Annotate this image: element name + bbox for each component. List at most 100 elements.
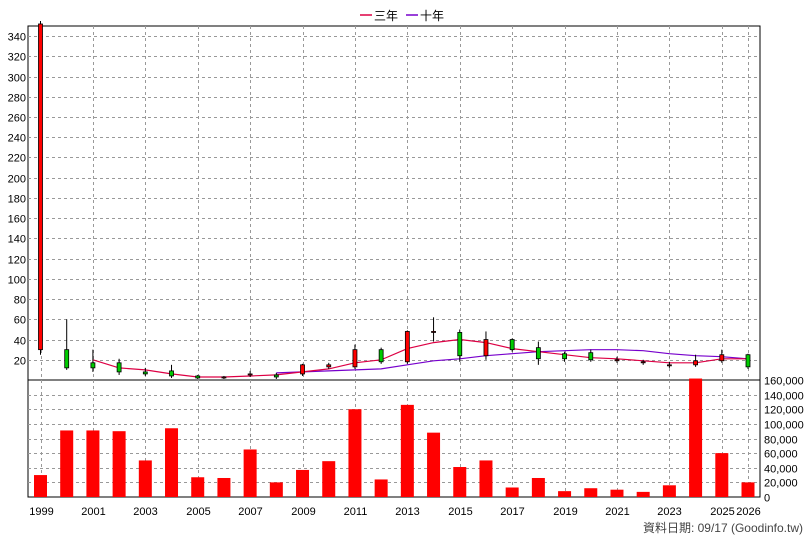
price-tick-label: 100 <box>8 275 26 287</box>
ma-3yr-line <box>92 338 748 378</box>
candle-body <box>90 362 96 369</box>
price-tick-label: 240 <box>8 133 26 145</box>
candle-body <box>169 370 174 377</box>
candle-body <box>195 375 201 379</box>
candle-body <box>457 332 463 357</box>
candle-body <box>273 374 279 378</box>
x-axis: 1999 2001 2003 2005 2007 2009 2011 2013 2015 2017… <box>29 506 760 518</box>
price-tick-label: 200 <box>8 174 26 186</box>
x-tick-label: 2019 <box>553 506 577 518</box>
x-tick-label: 2025 <box>710 506 734 518</box>
volume-bar <box>400 404 414 497</box>
volume-bar <box>86 430 100 497</box>
price-tick-label: 280 <box>8 93 26 105</box>
volume-bar <box>165 428 179 497</box>
volume-bar <box>34 475 47 497</box>
volume-bar <box>217 477 231 497</box>
volume-bars <box>34 378 755 497</box>
volume-bar <box>689 378 703 497</box>
candle-body <box>509 339 515 351</box>
x-tick-label: 2023 <box>657 506 681 518</box>
candle-body <box>588 352 594 361</box>
volume-grid <box>27 379 761 498</box>
x-tick-label: 2007 <box>238 506 262 518</box>
candle-body <box>221 376 227 379</box>
candle-body <box>745 354 751 368</box>
candle-body <box>352 349 358 368</box>
volume-tick-label: 140,000 <box>764 391 804 403</box>
x-tick-label: 2013 <box>395 506 419 518</box>
candle-body <box>326 364 332 368</box>
volume-bar <box>243 449 257 497</box>
volume-bar <box>453 467 467 497</box>
candle-body <box>300 364 305 375</box>
price-tick-label: 120 <box>8 255 26 267</box>
candle-body <box>431 331 436 333</box>
volume-bar <box>112 431 126 497</box>
volume-tick-label: 0 <box>764 493 770 505</box>
candle-body <box>535 347 541 360</box>
candle-body <box>614 359 620 362</box>
candle-body <box>38 23 43 351</box>
volume-tick-label: 20,000 <box>764 478 798 490</box>
volume-bar <box>138 460 152 497</box>
candle-body <box>483 339 489 357</box>
volume-bar <box>191 477 205 497</box>
volume-tick-label: 60,000 <box>764 449 798 461</box>
volume-bar <box>269 482 283 497</box>
price-tick-label: 260 <box>8 113 26 125</box>
volume-bar <box>715 453 729 497</box>
volume-tick-label: 40,000 <box>764 464 798 476</box>
volume-bar <box>374 479 388 497</box>
price-tick-label: 300 <box>8 73 26 85</box>
volume-bar <box>505 487 519 497</box>
price-tick-label: 220 <box>8 153 26 165</box>
candle-body <box>640 361 646 364</box>
source-date-label: 資料日期: 09/17 (Goodinfo.tw) <box>643 521 803 535</box>
candle-body <box>116 362 122 373</box>
price-tick-label: 80 <box>14 295 26 307</box>
candle-body <box>719 354 725 362</box>
x-tick-label: 2001 <box>81 506 105 518</box>
volume-tick-label: 120,000 <box>764 405 804 417</box>
x-tick-label: 2003 <box>133 506 157 518</box>
candle-body <box>562 353 567 360</box>
price-tick-label: 180 <box>8 194 26 206</box>
x-tick-label: 2011 <box>344 506 368 518</box>
candle-body <box>247 373 253 376</box>
volume-tick-label: 100,000 <box>764 420 804 432</box>
x-tick-label: 2026 <box>736 506 760 518</box>
volume-bar <box>662 485 676 497</box>
candle-body <box>142 371 148 375</box>
candle-body <box>64 349 70 369</box>
volume-bar <box>558 491 572 497</box>
price-tick-label: 140 <box>8 234 26 246</box>
volume-bar <box>531 477 545 497</box>
volume-axis: 0 20,000 40,000 60,000 80,000 100,000 120,000 1… <box>764 376 804 505</box>
price-tick-label: 20 <box>14 356 26 368</box>
x-tick-label: 2015 <box>448 506 472 518</box>
x-tick-label: 2009 <box>291 506 315 518</box>
price-grid <box>27 25 761 381</box>
volume-bar <box>60 430 74 497</box>
x-tick-label: 2021 <box>605 506 629 518</box>
moving-average-lines <box>92 338 749 378</box>
price-tick-label: 60 <box>14 315 26 327</box>
volume-bar <box>584 488 598 497</box>
x-tick-label: 2005 <box>186 506 210 518</box>
volume-bar <box>348 409 362 497</box>
candle-body <box>378 349 384 363</box>
volume-bar <box>636 491 650 497</box>
candle-body <box>666 364 672 367</box>
volume-bar <box>296 469 310 497</box>
ma-10yr-line <box>276 349 749 374</box>
legend-label-3yr: 三年 <box>374 9 398 23</box>
volume-frame <box>27 379 761 498</box>
volume-bar <box>427 432 441 497</box>
price-tick-label: 40 <box>14 336 26 348</box>
candle-body <box>693 360 698 366</box>
x-tick-label: 2017 <box>500 506 524 518</box>
price-tick-label: 160 <box>8 214 26 226</box>
price-tick-label: 340 <box>8 32 26 44</box>
